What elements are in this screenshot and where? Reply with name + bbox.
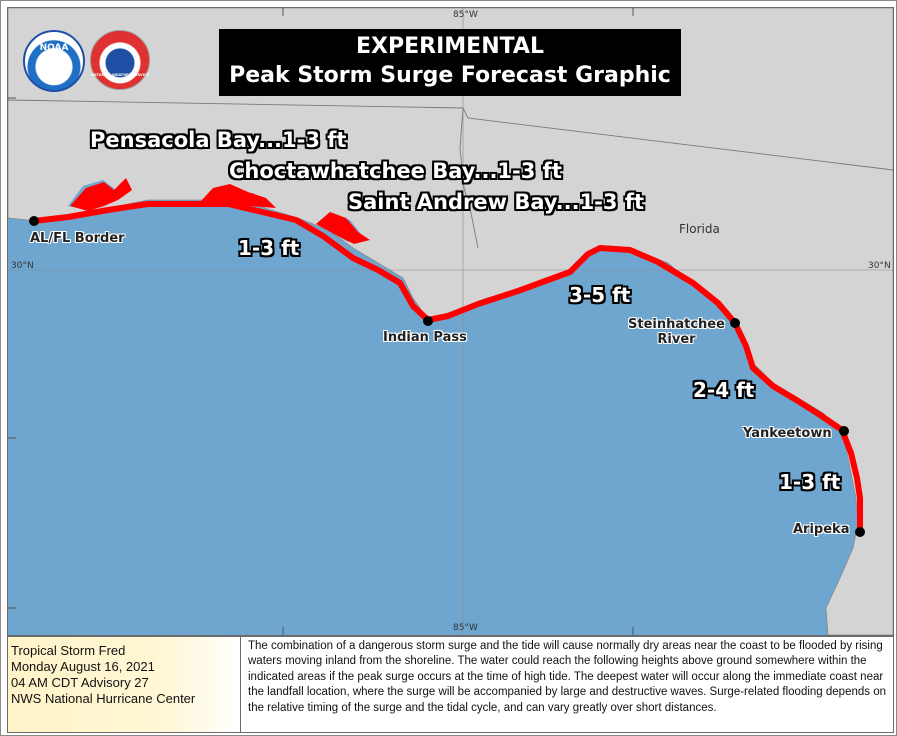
nws-logo: NATIONAL WEATHER SERVICE [90,30,150,90]
nws-logo-text: NATIONAL WEATHER SERVICE [91,73,149,77]
state-border-line [8,99,893,171]
map-panel: NOAA NATIONAL WEATHER SERVICE EXPERIMENT… [7,7,894,636]
map-canvas [8,8,893,635]
place-label-line1: Steinhatchee [628,317,725,332]
place-label-yankeetown: Yankeetown [743,426,832,441]
lat-label-left: 30°N [11,261,34,271]
range-label-2: 3-5 ft [569,283,631,307]
place-label-aripeka: Aripeka [793,522,849,537]
dot-yankeetown [839,426,849,436]
advisory-number: 04 AM CDT Advisory 27 [11,675,149,690]
lon-label-top: 85°W [453,10,478,20]
place-label-al-fl-border: AL/FL Border [30,231,125,246]
zone-label-choctawhatchee: Choctawhatchee Bay...1-3 ft [229,159,562,183]
place-label-indian-pass: Indian Pass [383,330,467,345]
title-line1: EXPERIMENTAL [356,34,544,59]
place-label-line2: River [657,332,696,347]
lat-label-right: 30°N [868,261,891,271]
lon-label-bottom: 85°W [453,623,478,633]
range-label-3: 2-4 ft [693,378,755,402]
zone-label-pensacola: Pensacola Bay...1-3 ft [90,128,347,152]
place-label-text: AL/FL Border [30,231,125,246]
state-border-vertical [459,107,479,249]
surge-description: The combination of a dangerous storm sur… [248,640,887,714]
advisory-info: Tropical Storm Fred Monday August 16, 20… [8,637,241,732]
advisory-date: Monday August 16, 2021 [11,659,155,674]
dot-indian-pass [423,316,433,326]
noaa-logo: NOAA [23,30,85,92]
place-label-text: Yankeetown [743,426,832,441]
footer-panel: Tropical Storm Fred Monday August 16, 20… [7,636,894,733]
florida-label: Florida [679,222,720,236]
noaa-logo-text: NOAA [39,43,69,53]
zone-label-saint-andrew: Saint Andrew Bay...1-3 ft [348,190,644,214]
title-box: EXPERIMENTAL Peak Storm Surge Forecast G… [219,29,681,96]
title-line2: Peak Storm Surge Forecast Graphic [229,63,671,88]
place-label-text: Indian Pass [383,330,467,345]
range-label-1: 1-3 ft [238,236,300,260]
pensacola-bay-surge [70,178,132,211]
issuing-center: NWS National Hurricane Center [11,691,196,706]
place-label-steinhatchee: Steinhatchee River [628,317,725,347]
st-andrew-bay-surge [316,212,370,244]
storm-name: Tropical Storm Fred [11,643,126,658]
dot-steinhatchee [730,318,740,328]
place-label-text: Aripeka [793,522,850,537]
dot-aripeka [855,527,865,537]
range-label-4: 1-3 ft [779,470,841,494]
surge-coastline [33,201,863,533]
dot-al-fl-border [29,216,39,226]
